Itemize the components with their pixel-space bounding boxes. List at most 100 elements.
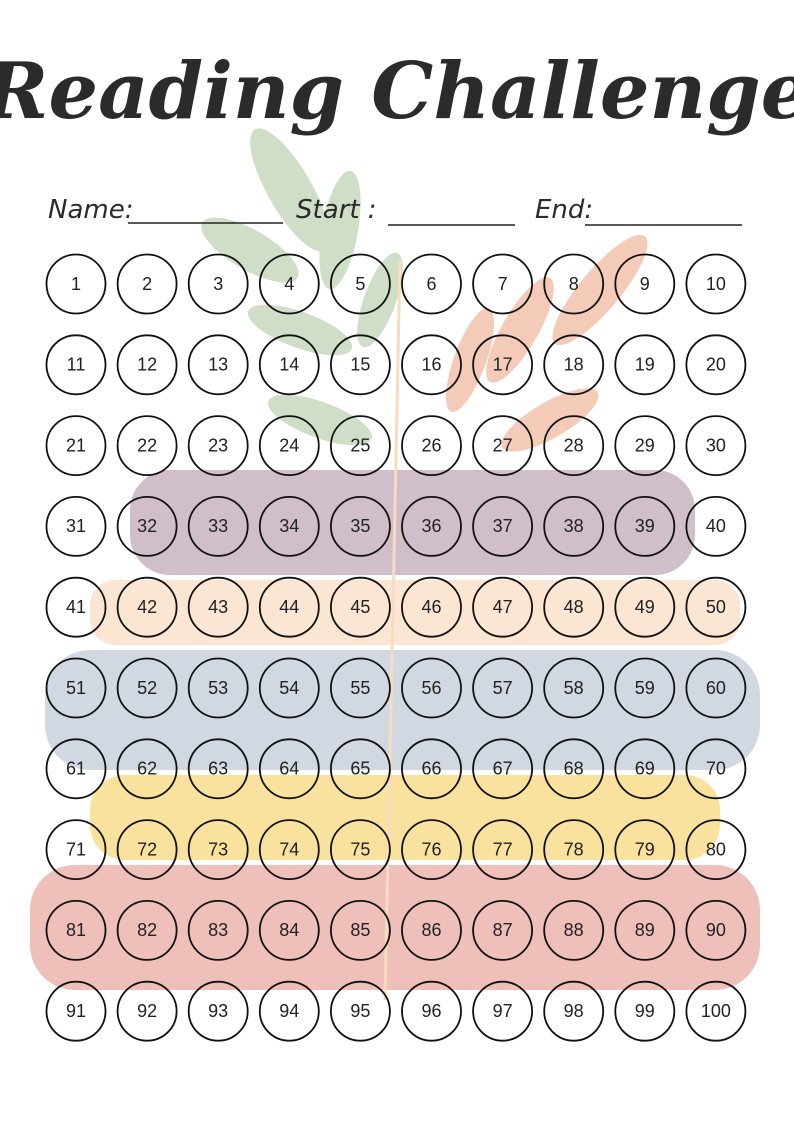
cell-circle — [45, 980, 107, 1042]
cell-circle — [472, 738, 534, 800]
cell-number: 100 — [701, 1001, 731, 1021]
cell: 57 — [472, 657, 534, 719]
cell: 28 — [543, 415, 605, 477]
cell: 92 — [116, 980, 178, 1042]
cell: 43 — [187, 576, 249, 638]
cell-circle — [401, 657, 462, 719]
cell: 65 — [329, 738, 391, 800]
cell-number: 6 — [426, 274, 436, 294]
cell-number: 54 — [279, 678, 299, 698]
cell-circle — [258, 576, 320, 638]
cell-number: 47 — [493, 597, 513, 617]
cell-circle — [685, 496, 747, 557]
cell-circle — [116, 819, 178, 880]
cell-number: 36 — [421, 516, 441, 536]
cell-number: 75 — [350, 839, 370, 859]
cell-circle — [187, 900, 249, 961]
cell: 95 — [329, 980, 391, 1042]
cell-circle — [258, 415, 320, 477]
cell: 39 — [614, 496, 676, 557]
cell-number: 64 — [279, 759, 299, 779]
cell-circle — [685, 415, 747, 477]
cell: 9 — [614, 253, 676, 315]
cell-number: 7 — [498, 274, 508, 294]
cell-number: 25 — [350, 435, 370, 455]
background-illustration — [30, 128, 760, 1001]
cell: 30 — [685, 415, 747, 477]
cell-number: 92 — [137, 1001, 157, 1021]
cell-circle — [116, 496, 178, 557]
cell-circle — [614, 900, 676, 961]
cell: 48 — [543, 576, 605, 638]
cell-circle — [401, 334, 462, 396]
cell-circle — [116, 415, 178, 477]
cell-circle — [116, 576, 178, 638]
cell-circle — [258, 900, 320, 961]
cell: 6 — [401, 253, 462, 315]
cell-circle — [258, 980, 320, 1042]
cell-circle — [187, 738, 249, 800]
cell-number: 40 — [706, 516, 726, 536]
cell: 35 — [329, 496, 391, 557]
cell-number: 79 — [635, 839, 655, 859]
cell-number: 41 — [66, 597, 86, 617]
cell-circle — [45, 576, 107, 638]
cell-number: 19 — [635, 355, 655, 375]
cell: 82 — [116, 900, 178, 961]
cell-circle — [401, 980, 462, 1042]
cell-circle — [116, 900, 178, 961]
cell-circle — [543, 334, 605, 396]
cell-number: 52 — [137, 678, 157, 698]
cell-number: 62 — [137, 759, 157, 779]
cell-number: 43 — [208, 597, 228, 617]
cell-circle — [258, 334, 320, 396]
cell-number: 83 — [208, 920, 228, 940]
cell: 68 — [543, 738, 605, 800]
cell: 51 — [45, 657, 107, 719]
field-label: Start : — [296, 195, 377, 225]
cell: 96 — [401, 980, 462, 1042]
cell: 17 — [472, 334, 534, 396]
cell-number: 26 — [421, 435, 441, 455]
cell-number: 34 — [279, 516, 299, 536]
cell-circle — [685, 738, 747, 800]
cell: 18 — [543, 334, 605, 396]
cell: 77 — [472, 819, 534, 880]
cell: 94 — [258, 980, 320, 1042]
cell-number: 95 — [350, 1001, 370, 1021]
cell-number: 18 — [564, 355, 584, 375]
cell: 27 — [472, 415, 534, 477]
cell-circle — [401, 253, 462, 315]
cell-circle — [401, 576, 462, 638]
cell: 10 — [685, 253, 747, 315]
cell: 85 — [329, 900, 391, 961]
cell: 73 — [187, 819, 249, 880]
cell: 75 — [329, 819, 391, 880]
cell: 70 — [685, 738, 747, 800]
cell-circle — [472, 819, 534, 880]
cell-number: 44 — [279, 597, 299, 617]
cell-circle — [685, 980, 747, 1042]
cell-number: 10 — [706, 274, 726, 294]
cell: 90 — [685, 900, 747, 961]
cell-circle — [258, 496, 320, 557]
cell-number: 93 — [208, 1001, 228, 1021]
cell: 34 — [258, 496, 320, 557]
cell-number: 68 — [564, 759, 584, 779]
cell-circle — [543, 657, 605, 719]
cell: 24 — [258, 415, 320, 477]
cell-number: 8 — [569, 274, 579, 294]
cell-number: 57 — [493, 678, 513, 698]
cell-circle — [543, 576, 605, 638]
cell: 91 — [45, 980, 107, 1042]
cell: 36 — [401, 496, 462, 557]
cell-circle — [187, 657, 249, 719]
cell-circle — [116, 253, 178, 315]
cell-number: 63 — [208, 759, 228, 779]
cell: 45 — [329, 576, 391, 638]
cell-circle — [614, 657, 676, 719]
cell: 60 — [685, 657, 747, 719]
cell-circle — [614, 980, 676, 1042]
cell-circle — [329, 496, 391, 557]
cell-number: 77 — [493, 839, 513, 859]
